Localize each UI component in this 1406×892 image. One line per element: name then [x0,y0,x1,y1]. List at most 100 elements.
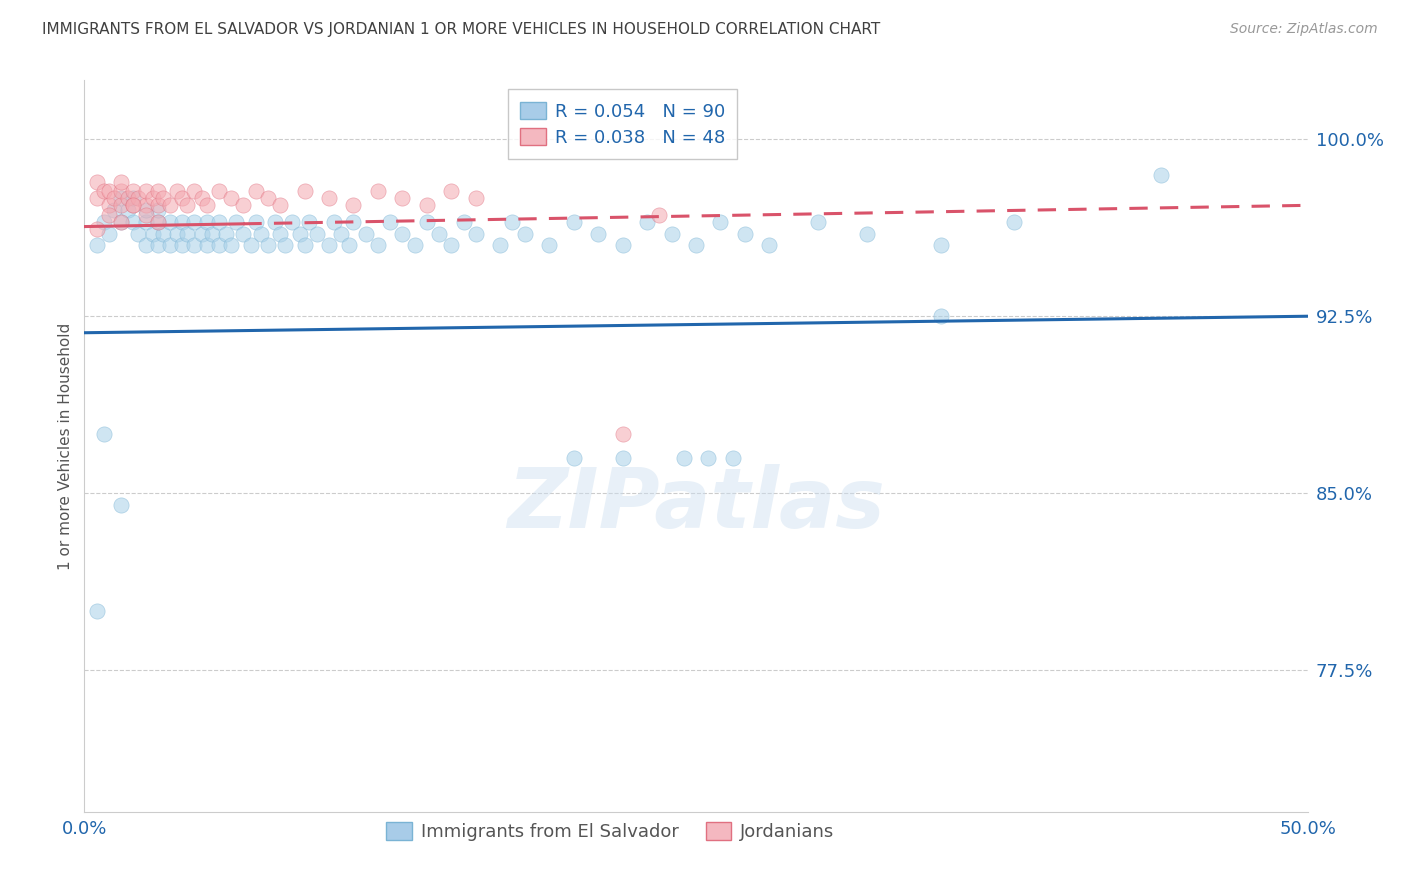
Point [856,227,879,241]
Point [330,227,353,241]
Point [146,238,169,252]
Point [152,191,174,205]
Point [274,238,297,252]
Point [117,191,139,205]
Point [183,184,205,198]
Point [269,227,291,241]
Point [562,450,585,465]
Point [110,498,132,512]
Point [1150,168,1173,182]
Point [440,238,463,252]
Point [294,184,316,198]
Point [489,238,512,252]
Point [538,238,561,252]
Point [86,604,108,618]
Point [721,450,744,465]
Point [294,238,316,252]
Point [245,215,267,229]
Point [93,427,115,442]
Point [135,208,157,222]
Point [322,215,344,229]
Point [337,238,360,252]
Point [127,227,149,241]
Point [342,215,364,229]
Point [464,227,486,241]
Point [636,215,658,229]
Point [232,198,254,212]
Point [166,184,188,198]
Point [661,227,683,241]
Point [110,198,132,212]
Point [97,184,120,198]
Legend: Immigrants from El Salvador, Jordanians: Immigrants from El Salvador, Jordanians [377,814,844,850]
Point [464,191,486,205]
Point [225,215,247,229]
Point [97,208,120,222]
Point [176,198,198,212]
Point [200,227,222,241]
Point [208,215,231,229]
Point [208,238,231,252]
Point [269,198,291,212]
Point [245,184,267,198]
Text: Source: ZipAtlas.com: Source: ZipAtlas.com [1230,22,1378,37]
Point [380,215,402,229]
Point [110,191,132,205]
Point [122,191,145,205]
Point [172,215,194,229]
Point [318,238,340,252]
Point [86,238,108,252]
Point [122,184,145,198]
Point [672,450,695,465]
Point [93,184,115,198]
Point [298,215,321,229]
Point [195,198,218,212]
Point [195,238,218,252]
Point [257,238,280,252]
Point [1002,215,1025,229]
Point [249,227,271,241]
Point [146,202,169,217]
Point [86,175,108,189]
Point [183,238,205,252]
Point [440,184,463,198]
Point [929,310,952,324]
Point [191,227,214,241]
Point [416,198,439,212]
Point [612,450,634,465]
Point [502,215,524,229]
Point [257,191,280,205]
Point [166,227,188,241]
Point [159,215,181,229]
Point [122,198,145,212]
Point [103,191,125,205]
Text: ZIPatlas: ZIPatlas [508,464,884,545]
Point [758,238,780,252]
Point [191,191,214,205]
Point [172,191,194,205]
Point [97,198,120,212]
Point [562,215,585,229]
Point [416,215,439,229]
Point [612,427,634,442]
Point [281,215,304,229]
Point [391,227,413,241]
Point [697,450,720,465]
Point [146,184,169,198]
Point [318,191,340,205]
Point [219,191,242,205]
Point [176,227,198,241]
Point [110,215,132,229]
Point [685,238,707,252]
Point [195,215,218,229]
Point [264,215,287,229]
Point [305,227,328,241]
Point [86,191,108,205]
Point [97,227,120,241]
Point [453,215,475,229]
Point [342,198,364,212]
Point [807,215,830,229]
Point [93,215,115,229]
Point [648,208,671,222]
Point [146,215,169,229]
